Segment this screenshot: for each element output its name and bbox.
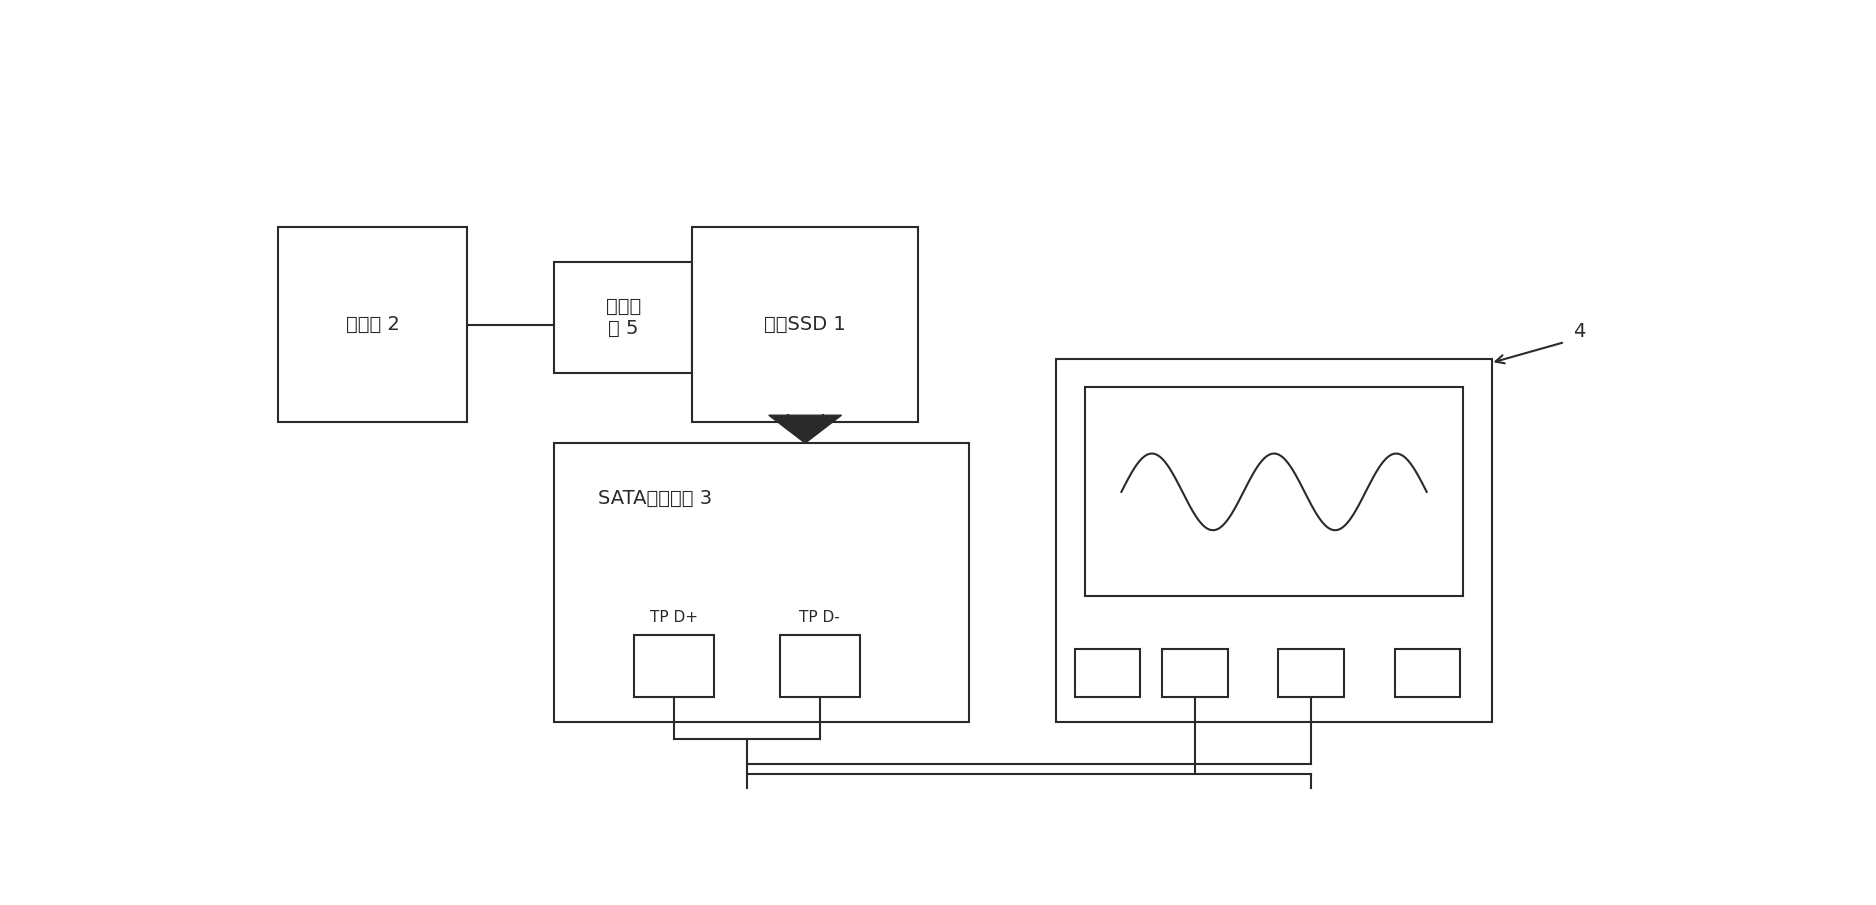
Text: 4: 4 bbox=[1574, 322, 1585, 341]
Bar bbox=[692, 227, 917, 422]
Bar bbox=[278, 227, 467, 422]
Bar bbox=[1084, 387, 1463, 596]
Text: SATA测试夹具 3: SATA测试夹具 3 bbox=[598, 490, 713, 509]
Text: TP D-: TP D- bbox=[799, 610, 840, 624]
Text: 上位机 2: 上位机 2 bbox=[345, 315, 400, 334]
Bar bbox=[1278, 649, 1343, 698]
Bar bbox=[1394, 649, 1460, 698]
Bar bbox=[555, 262, 692, 374]
Text: 待测SSD 1: 待测SSD 1 bbox=[764, 315, 846, 334]
Bar bbox=[1161, 649, 1227, 698]
Bar bbox=[1075, 649, 1141, 698]
Text: 烧录夹
具 5: 烧录夹 具 5 bbox=[606, 297, 642, 338]
Polygon shape bbox=[769, 415, 842, 443]
Bar bbox=[555, 443, 968, 722]
Text: TP D+: TP D+ bbox=[651, 610, 698, 624]
Bar bbox=[780, 634, 859, 698]
Bar bbox=[634, 634, 715, 698]
Bar bbox=[1056, 359, 1491, 722]
